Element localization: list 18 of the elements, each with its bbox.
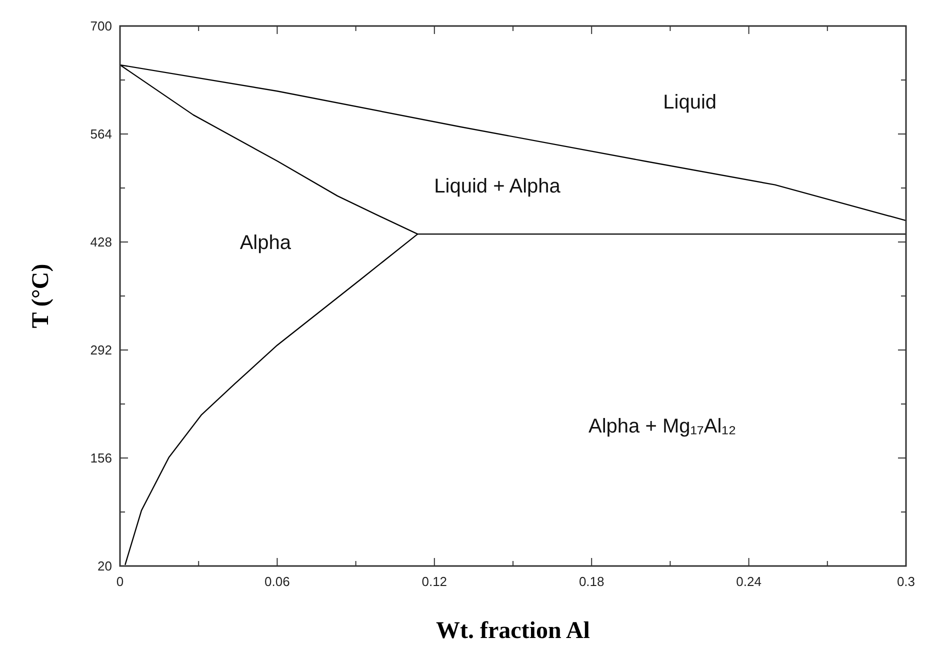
x-axis-title: Wt. fraction Al — [436, 618, 590, 644]
x-tick-label: 0.18 — [578, 574, 604, 589]
x-tick-label: 0 — [116, 574, 124, 589]
y-tick-label: 20 — [98, 558, 112, 574]
y-tick-label: 428 — [90, 234, 112, 250]
x-tick-label: 0.12 — [422, 574, 448, 589]
y-tick-label: 564 — [90, 126, 112, 142]
x-tick-label: 0.24 — [736, 574, 762, 589]
y-axis-title: T (°C) — [28, 264, 54, 328]
annotation: Liquid + Alpha — [434, 175, 562, 198]
annotation: Alpha — [240, 232, 292, 254]
x-tick-label: 0.3 — [896, 574, 916, 589]
y-tick-label: 156 — [90, 450, 112, 466]
y-tick-label: 292 — [90, 342, 112, 358]
annotation: Liquid — [663, 92, 717, 114]
annotation: Alpha + Mg₁₇Al₁₂ — [588, 416, 736, 438]
y-tick-label: 700 — [90, 18, 112, 34]
x-tick-label: 0.06 — [264, 574, 290, 589]
